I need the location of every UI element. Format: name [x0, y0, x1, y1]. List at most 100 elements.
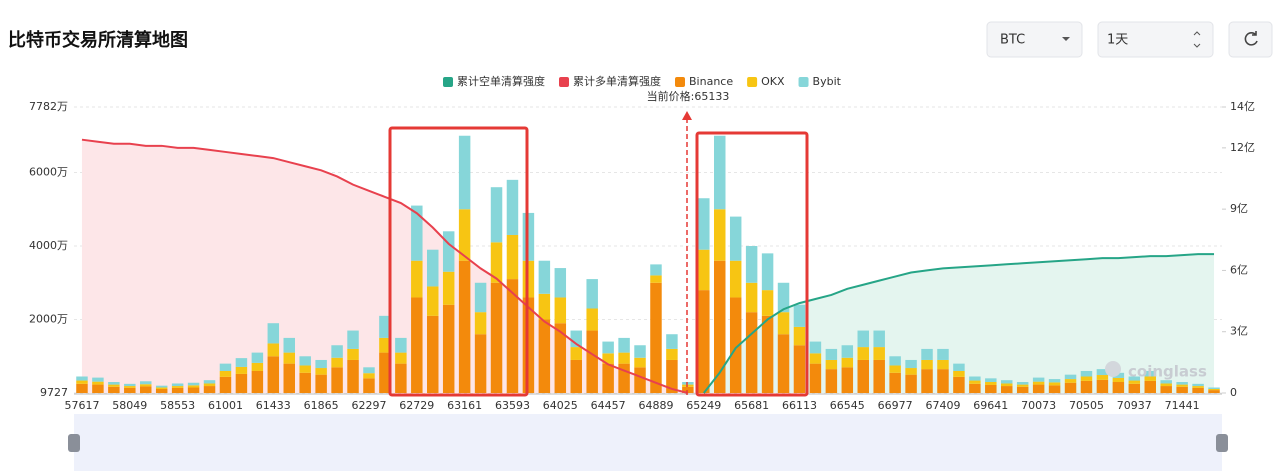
bar-segment	[427, 286, 439, 316]
bar-segment	[267, 323, 280, 344]
bar-segment	[1001, 386, 1013, 394]
bar-segment	[219, 370, 232, 377]
bar-segment	[315, 374, 327, 394]
period-select-box[interactable]	[1097, 21, 1214, 58]
bar-segment	[395, 352, 407, 364]
y2-tick-label: 12亿	[1230, 141, 1255, 154]
bar-segment	[155, 385, 168, 388]
bar-segment	[1144, 380, 1156, 394]
x-tick-label: 71441	[1165, 399, 1200, 412]
period-select-text[interactable]: 1天	[1107, 33, 1128, 48]
bar-segment	[315, 368, 327, 375]
bar-segment	[187, 382, 200, 386]
bar-segment	[1208, 387, 1220, 389]
bar-segment	[650, 275, 662, 283]
bar-segment	[1112, 377, 1125, 383]
bar-segment	[1176, 382, 1188, 385]
bar-segment	[506, 234, 519, 280]
bar-segment	[140, 386, 152, 394]
y-tick-label: 4000万	[29, 239, 68, 252]
legend-label: Bybit	[813, 75, 842, 88]
legend-marker	[747, 77, 758, 87]
bar-segment	[857, 359, 869, 394]
x-tick-label: 62729	[399, 399, 434, 412]
bar-segment	[841, 345, 854, 358]
bar-segment	[1192, 386, 1204, 388]
x-tick-label: 63593	[495, 399, 530, 412]
bar-segment	[363, 378, 375, 394]
bar-segment	[140, 384, 152, 387]
bar-segment	[411, 297, 423, 394]
bar-segment	[76, 383, 88, 394]
bar-segment	[1208, 388, 1220, 391]
bar-segment	[235, 366, 248, 374]
bar-segment	[267, 356, 280, 394]
bar-segment	[921, 348, 933, 360]
bar-segment	[124, 387, 136, 394]
bar-segment	[490, 187, 503, 243]
bar-segment	[889, 356, 901, 366]
coin-select-box[interactable]	[986, 21, 1083, 58]
bar-segment	[347, 359, 359, 394]
area	[81, 139, 688, 393]
x-tick-label: 61001	[208, 399, 243, 412]
bar-segment	[618, 352, 630, 364]
price-annotation: 当前价格:65133	[647, 89, 730, 103]
bar-segment	[825, 348, 838, 360]
bar-segment	[203, 383, 216, 387]
bar-segment	[538, 260, 551, 294]
bar-segment	[777, 282, 790, 313]
bar-segment	[427, 315, 439, 394]
x-tick-label: 57617	[64, 399, 99, 412]
bar-segment	[905, 368, 917, 375]
bar-segment	[698, 198, 710, 250]
bar-segment	[1064, 374, 1077, 380]
spinner-icon	[1193, 31, 1201, 48]
bar-segment	[458, 260, 471, 394]
bar-segment	[937, 348, 949, 360]
period-select[interactable]: 1天	[1097, 21, 1214, 58]
coin-select[interactable]: BTC	[986, 21, 1083, 58]
bar-segment	[809, 363, 822, 394]
plot: 9727 2000万 4000万 6000万 7782万 0 3亿 6亿 9亿 12亿 14亿 576…	[29, 100, 1255, 412]
bar-segment	[618, 337, 630, 353]
bar-segment	[490, 242, 503, 283]
bar-segment	[953, 363, 965, 371]
slider-handle[interactable]	[1216, 434, 1228, 452]
bar-segment	[793, 345, 806, 394]
bar-segment	[1160, 383, 1172, 387]
bar-segment	[586, 330, 598, 394]
bar-segment	[809, 341, 822, 354]
bar-segment	[586, 308, 598, 331]
bar-segment	[714, 135, 726, 210]
bar-segment	[155, 388, 168, 394]
x-tick-label: 58049	[112, 399, 147, 412]
coin-select-text[interactable]: BTC	[1000, 33, 1025, 48]
bar-segment	[554, 297, 567, 324]
refresh-button[interactable]	[1228, 21, 1273, 58]
bar-segment	[953, 376, 965, 394]
bar-segment	[570, 359, 582, 394]
bar-segment	[777, 312, 790, 335]
bar-segment	[682, 386, 694, 394]
bar-segment	[554, 268, 567, 298]
bar-segment	[1001, 380, 1013, 384]
bar-segment	[745, 312, 758, 394]
bar-segment	[729, 260, 742, 298]
bar-segment	[219, 363, 232, 371]
x-tick-label: 63161	[447, 399, 482, 412]
bar-segment	[267, 343, 280, 357]
zoom-slider[interactable]	[74, 414, 1222, 471]
line	[81, 138, 689, 394]
bar-segment	[379, 352, 391, 394]
bar-segment	[857, 330, 869, 348]
bar-segment	[714, 260, 726, 394]
bar-segment	[1080, 380, 1093, 394]
bar-segment	[1032, 384, 1045, 394]
bar-segment	[474, 312, 487, 335]
bar-segment	[1032, 381, 1045, 385]
legend-label: 累计空单清算强度	[457, 74, 545, 88]
refresh-box[interactable]	[1228, 21, 1273, 58]
slider-handle[interactable]	[68, 434, 80, 452]
bar-segment	[969, 376, 981, 381]
